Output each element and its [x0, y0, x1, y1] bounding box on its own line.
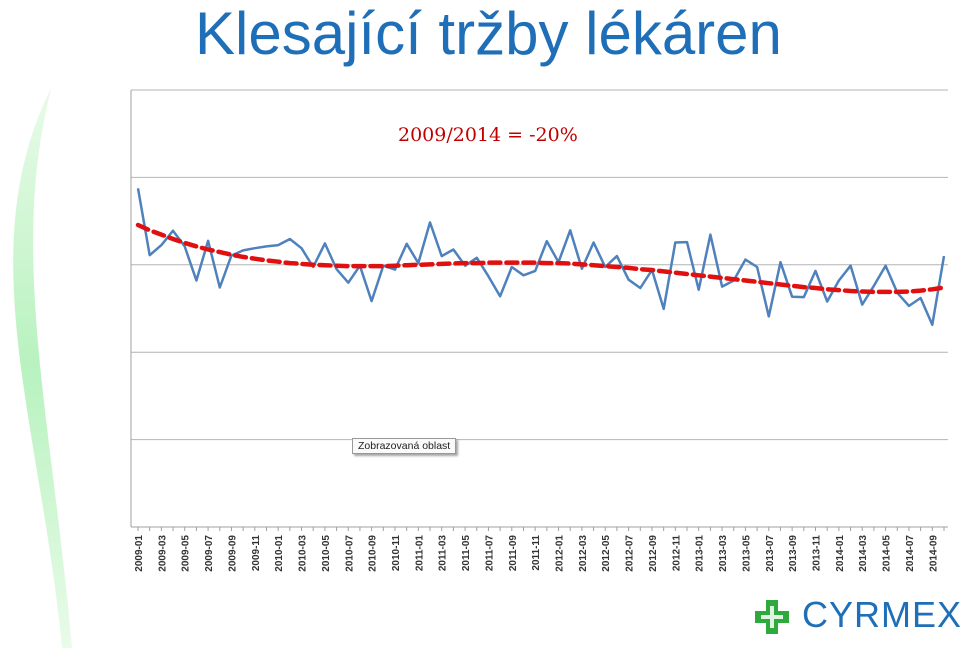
slide-title: Klesající tržby lékáren: [195, 0, 782, 67]
x-tick-label: 2009-09: [227, 535, 238, 572]
x-tick-label: 2012-11: [671, 535, 682, 572]
x-tick-label: 2012-01: [555, 535, 566, 572]
x-tick-label: 2013-05: [741, 535, 752, 572]
x-tick-label: 2010-09: [368, 535, 379, 572]
x-tick-label: 2011-09: [508, 535, 519, 572]
medical-cross-icon: [755, 600, 789, 634]
x-tick-label: 2011-03: [438, 535, 449, 572]
chart-annotation: 2009/2014 = -20%: [398, 124, 578, 146]
x-tick-label: 2013-03: [718, 535, 729, 572]
x-tick-label: 2009-03: [157, 535, 168, 572]
tooltip: Zobrazovaná oblast: [352, 438, 457, 454]
x-tick-label: 2011-07: [484, 535, 495, 572]
x-tick-label: 2009-11: [251, 535, 262, 572]
x-tick-label: 2014-05: [882, 535, 893, 572]
x-tick-label: 2014-03: [858, 535, 869, 572]
x-tick-label: 2014-07: [905, 535, 916, 572]
x-tick-label: 2010-07: [344, 535, 355, 572]
x-tick-label: 2013-07: [765, 535, 776, 572]
x-tick-label: 2010-01: [274, 535, 285, 572]
x-tick-label: 2010-03: [298, 535, 309, 572]
x-tick-label: 2014-01: [835, 535, 846, 572]
x-tick-label: 2011-05: [461, 535, 472, 572]
trend-line: [135, 222, 947, 295]
x-tick-label: 2013-11: [812, 535, 823, 572]
x-tick-label: 2014-09: [928, 535, 939, 572]
x-tick-label: 2009-05: [181, 535, 192, 572]
x-tick-label: 2009-01: [134, 535, 145, 572]
sales-line: [136, 188, 946, 326]
x-tick-label: 2010-11: [391, 535, 402, 572]
x-tick-label: 2012-05: [601, 535, 612, 572]
x-tick-label: 2013-09: [788, 535, 799, 572]
x-tick-label: 2013-01: [695, 535, 706, 572]
x-tick-label: 2011-11: [531, 535, 542, 571]
x-tick-label: 2012-07: [625, 535, 636, 572]
logo-text: CYRMEX: [802, 594, 960, 635]
x-tick-label: 2012-09: [648, 535, 659, 572]
x-tick-label: 2011-01: [414, 535, 425, 572]
x-tick-label: 2010-05: [321, 535, 332, 572]
cyrmex-logo: CYRMEX: [752, 594, 960, 635]
x-tick-label: 2009-07: [204, 535, 215, 572]
x-tick-label: 2012-03: [578, 535, 589, 572]
